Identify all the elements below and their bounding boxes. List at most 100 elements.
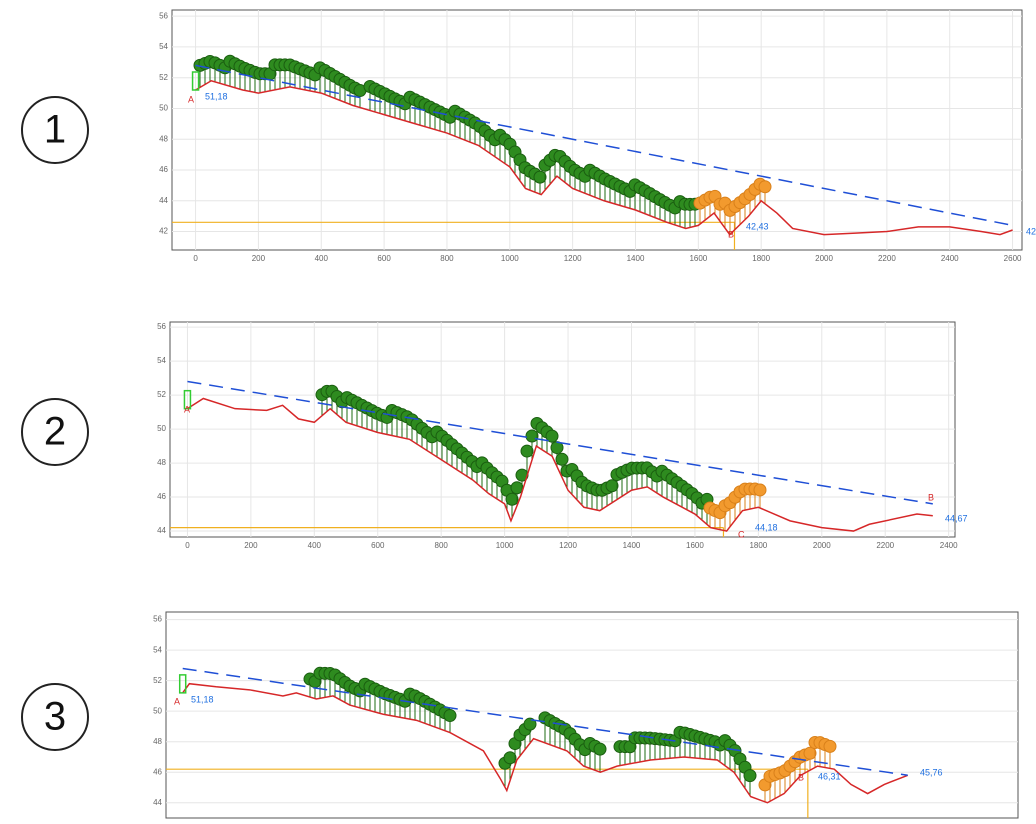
y-tick-label: 44 <box>159 196 168 205</box>
y-tick-label: 44 <box>157 526 166 535</box>
tree-crown <box>505 492 519 506</box>
x-tick-label: 1000 <box>496 541 514 550</box>
start-marker <box>178 674 187 694</box>
chart-number: 2 <box>44 410 66 454</box>
tree-crown <box>753 483 767 497</box>
annotation: 44,67 <box>945 513 968 523</box>
start-marker <box>183 389 192 410</box>
chart: 3 44 46 48 50 52 54 56 A 51,18 B 46,31 45,76 <box>21 611 1019 819</box>
x-tick-label: 2000 <box>813 541 831 550</box>
y-tick-label: 48 <box>157 458 166 467</box>
tree-crown <box>743 769 757 783</box>
tree-crown <box>545 429 559 443</box>
sight-line <box>182 667 908 777</box>
annotation: A <box>188 94 194 104</box>
x-tick-label: 0 <box>193 254 198 263</box>
x-tick-label: 1600 <box>689 254 707 263</box>
x-tick-label: 1400 <box>623 541 641 550</box>
y-tick-label: 50 <box>159 104 168 113</box>
tree-crown <box>525 429 539 443</box>
x-tick-label: 800 <box>440 254 454 263</box>
x-tick-label: 600 <box>371 541 385 550</box>
chart-number-circle <box>21 398 89 466</box>
x-tick-label: 400 <box>308 541 322 550</box>
chart-number-circle <box>21 96 89 164</box>
plot-area <box>165 611 1019 819</box>
annotation: 51,18 <box>191 694 214 704</box>
tree-crown <box>533 170 547 184</box>
x-tick-label: 400 <box>315 254 329 263</box>
chart-number: 3 <box>44 695 66 739</box>
y-tick-label: 54 <box>159 42 168 51</box>
y-tick-label: 54 <box>157 356 166 365</box>
y-tick-label: 48 <box>159 134 168 143</box>
annotation: C <box>738 529 745 539</box>
x-tick-label: 0 <box>185 541 190 550</box>
y-tick-label: 50 <box>153 706 162 715</box>
chart-number-circle <box>21 683 89 751</box>
x-tick-label: 1200 <box>559 541 577 550</box>
tree-crown <box>803 746 817 760</box>
y-tick-label: 52 <box>153 676 162 685</box>
y-tick-label: 46 <box>157 492 166 501</box>
terrain-line <box>182 682 909 804</box>
y-tick-label: 46 <box>153 767 162 776</box>
y-tick-label: 50 <box>157 424 166 433</box>
x-tick-label: 600 <box>377 254 391 263</box>
tree-crown <box>503 751 517 765</box>
x-tick-label: 2400 <box>941 254 959 263</box>
tree-crown <box>520 444 534 458</box>
x-tick-label: 2600 <box>1004 254 1022 263</box>
annotation: B <box>798 772 804 782</box>
x-tick-label: 2400 <box>940 541 958 550</box>
chart: 1 42 44 46 48 50 52 54 56 0 200 400 600 800 1000 1200 14… <box>21 9 1036 263</box>
x-tick-label: 1200 <box>564 254 582 263</box>
y-tick-label: 46 <box>159 165 168 174</box>
terrain-line <box>195 79 1013 236</box>
annotation: B <box>728 229 734 239</box>
tree-crown <box>510 481 524 495</box>
y-tick-label: 54 <box>153 645 162 654</box>
annotation: 45,76 <box>920 767 943 777</box>
y-tick-label: 44 <box>153 798 162 807</box>
y-tick-label: 56 <box>157 322 166 331</box>
x-tick-label: 1800 <box>752 254 770 263</box>
x-tick-label: 1400 <box>627 254 645 263</box>
chart-number: 1 <box>44 108 66 152</box>
tree-crown <box>823 739 837 753</box>
annotation: 42,43 <box>746 221 769 231</box>
x-tick-label: 1800 <box>749 541 767 550</box>
y-tick-label: 42 <box>159 227 168 236</box>
y-tick-label: 52 <box>159 73 168 82</box>
x-tick-label: 200 <box>244 541 258 550</box>
annotation: A <box>184 404 190 414</box>
x-tick-label: 2000 <box>815 254 833 263</box>
x-tick-label: 2200 <box>878 254 896 263</box>
x-tick-label: 1000 <box>501 254 519 263</box>
tree-crown <box>605 479 619 493</box>
chart: 2 44 46 48 50 52 54 56 0 200 400 600 800 1000 1200 1400… <box>21 321 968 550</box>
annotation: 44,18 <box>755 522 778 532</box>
annotation: 51,18 <box>205 91 228 101</box>
y-tick-label: 56 <box>159 11 168 20</box>
terrain-line <box>187 397 933 532</box>
annotation: 42,38 <box>1026 226 1036 236</box>
tree-crown <box>443 709 457 723</box>
y-tick-label: 48 <box>153 737 162 746</box>
annotation: 46,31 <box>818 771 841 781</box>
tree-crown <box>758 180 772 194</box>
annotation: B <box>928 492 934 502</box>
annotation: A <box>174 696 180 706</box>
tree-crown <box>593 742 607 756</box>
x-tick-label: 2200 <box>876 541 894 550</box>
y-tick-label: 56 <box>153 615 162 624</box>
plot-area <box>171 9 1023 251</box>
y-tick-label: 52 <box>157 390 166 399</box>
tree-crown <box>523 717 537 731</box>
sight-line <box>195 64 1013 227</box>
start-marker <box>191 71 200 91</box>
sight-line <box>187 380 933 505</box>
tree-crown <box>555 452 569 466</box>
x-tick-label: 1600 <box>686 541 704 550</box>
